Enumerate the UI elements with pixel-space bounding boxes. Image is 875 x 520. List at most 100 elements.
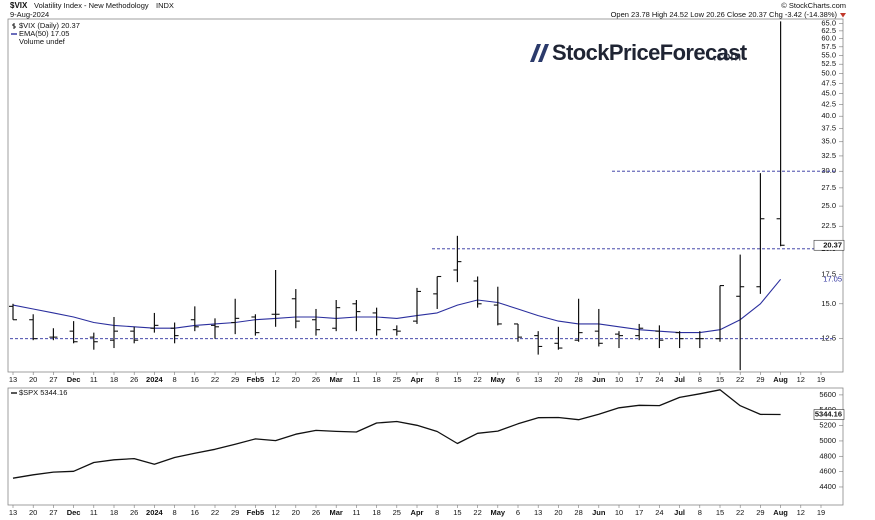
x-tick-label: Jun bbox=[592, 508, 606, 517]
x-tick-label: 11 bbox=[90, 508, 98, 517]
legend-label: EMA(50) 17.05 bbox=[19, 29, 69, 38]
title: Volatility Index - New Methodology bbox=[34, 1, 149, 10]
x-tick-label: 12 bbox=[271, 508, 279, 517]
x-tick-label: 24 bbox=[655, 375, 663, 384]
x-tick-label: 6 bbox=[516, 508, 520, 517]
x-tick-label: 8 bbox=[698, 508, 702, 517]
x-tick-label: 15 bbox=[453, 508, 461, 517]
x-tick-label: 25 bbox=[393, 508, 401, 517]
exchange: INDX bbox=[156, 1, 174, 10]
x-tick-label: Dec bbox=[67, 508, 81, 517]
x-tick-label: Mar bbox=[330, 375, 343, 384]
y-tick-label: 22.5 bbox=[821, 221, 836, 230]
symbol: $VIX bbox=[10, 1, 28, 10]
x-tick-label: 12 bbox=[271, 375, 279, 384]
x-tick-label: 13 bbox=[9, 508, 17, 517]
x-tick-label: 19 bbox=[817, 508, 825, 517]
y-tick-label: 52.5 bbox=[821, 59, 836, 68]
y-tick-label: 42.5 bbox=[821, 100, 836, 109]
x-tick-label: 29 bbox=[756, 508, 764, 517]
x-tick-label: 11 bbox=[353, 375, 361, 384]
x-tick-label: Apr bbox=[411, 375, 424, 384]
x-tick-label: 28 bbox=[574, 375, 582, 384]
x-tick-label: 8 bbox=[435, 508, 439, 517]
y-tick-label: 40.0 bbox=[821, 111, 836, 120]
bottom-frame bbox=[7, 387, 844, 506]
x-tick-label: 8 bbox=[173, 508, 177, 517]
ema-line bbox=[12, 278, 782, 334]
x-tick-label: 29 bbox=[756, 375, 764, 384]
x-tick-label: 13 bbox=[9, 375, 17, 384]
x-tick-label: 8 bbox=[173, 375, 177, 384]
x-tick-label: 15 bbox=[453, 375, 461, 384]
x-tick-label: 11 bbox=[353, 508, 361, 517]
x-tick-label: 29 bbox=[231, 508, 239, 517]
y-tick-label: 17.5 bbox=[821, 269, 836, 278]
value-tag: 20.37 bbox=[823, 240, 842, 249]
x-tick-label: Mar bbox=[330, 508, 343, 517]
x-tick-label: 22 bbox=[473, 375, 481, 384]
x-tick-label: 16 bbox=[191, 508, 199, 517]
x-tick-label: 27 bbox=[49, 375, 57, 384]
y-tick-label: 30.0 bbox=[821, 166, 836, 175]
top-frame bbox=[7, 18, 844, 373]
x-tick-label: 22 bbox=[736, 508, 744, 517]
y-tick-label: 4400 bbox=[819, 482, 836, 491]
y-tick-label: 5200 bbox=[819, 421, 836, 430]
quote: Open 23.78 High 24.52 Low 20.26 Close 20… bbox=[611, 10, 838, 19]
credit: © StockCharts.com bbox=[781, 1, 846, 10]
y-tick-label: 25.0 bbox=[821, 201, 836, 210]
x-tick-label: 18 bbox=[372, 375, 380, 384]
y-tick-label: 57.5 bbox=[821, 42, 836, 51]
x-tick-label: 11 bbox=[90, 375, 98, 384]
x-tick-label: Apr bbox=[411, 508, 424, 517]
x-tick-label: 29 bbox=[231, 375, 239, 384]
x-tick-label: 8 bbox=[435, 375, 439, 384]
y-tick-label: 5600 bbox=[819, 390, 836, 399]
logo-name: StockPriceForecast bbox=[552, 40, 748, 65]
x-tick-label: 2024 bbox=[146, 508, 164, 517]
x-tick-label: 16 bbox=[191, 375, 199, 384]
x-tick-label: 22 bbox=[211, 375, 219, 384]
x-tick-label: 10 bbox=[615, 508, 623, 517]
x-tick-label: 18 bbox=[110, 508, 118, 517]
y-tick-label: 47.5 bbox=[821, 78, 836, 87]
y-tick-label: 32.5 bbox=[821, 151, 836, 160]
y-tick-label: 27.5 bbox=[821, 183, 836, 192]
x-tick-label: May bbox=[491, 508, 506, 517]
y-tick-label: 5000 bbox=[819, 436, 836, 445]
legend-label: Volume undef bbox=[19, 37, 66, 46]
y-tick-label: 15.0 bbox=[821, 299, 836, 308]
x-tick-label: 20 bbox=[292, 375, 300, 384]
x-tick-label: 20 bbox=[292, 508, 300, 517]
x-tick-label: May bbox=[491, 375, 506, 384]
x-tick-label: 26 bbox=[130, 375, 138, 384]
x-tick-label: 22 bbox=[473, 508, 481, 517]
x-tick-label: 13 bbox=[534, 375, 542, 384]
value-tag: 5344.16 bbox=[815, 410, 842, 419]
x-tick-label: 15 bbox=[716, 508, 724, 517]
x-tick-label: 26 bbox=[130, 508, 138, 517]
x-tick-label: 24 bbox=[655, 508, 663, 517]
x-tick-label: 22 bbox=[211, 508, 219, 517]
x-tick-label: Feb5 bbox=[247, 375, 265, 384]
value-tag: 17.05 bbox=[823, 274, 842, 283]
logo: StockPriceForecast .com bbox=[530, 40, 749, 65]
value-tag-box bbox=[813, 239, 845, 251]
x-tick-label: 10 bbox=[615, 375, 623, 384]
x-tick-label: 20 bbox=[29, 508, 37, 517]
x-tick-label: 19 bbox=[817, 375, 825, 384]
x-tick-label: 20 bbox=[29, 375, 37, 384]
x-tick-label: 2024 bbox=[146, 375, 164, 384]
x-tick-label: Dec bbox=[67, 375, 81, 384]
price-line bbox=[12, 389, 781, 479]
x-tick-label: 18 bbox=[372, 508, 380, 517]
x-tick-label: 20 bbox=[554, 375, 562, 384]
x-tick-label: 6 bbox=[516, 375, 520, 384]
x-tick-label: Jul bbox=[674, 375, 685, 384]
logo-slash bbox=[530, 44, 541, 62]
x-tick-label: Jun bbox=[592, 375, 606, 384]
x-tick-label: 25 bbox=[393, 375, 401, 384]
